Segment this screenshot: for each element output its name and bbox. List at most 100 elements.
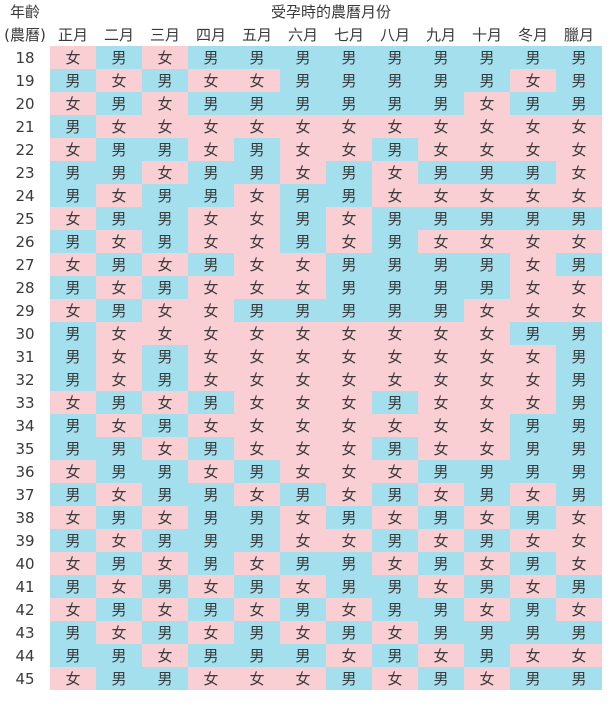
cell-boy: 男 xyxy=(142,483,188,506)
cell-boy: 男 xyxy=(50,529,96,552)
cell-boy: 男 xyxy=(96,460,142,483)
cell-girl: 女 xyxy=(556,115,602,138)
cell-girl: 女 xyxy=(326,207,372,230)
cell-boy: 男 xyxy=(234,138,280,161)
cell-girl: 女 xyxy=(556,230,602,253)
cell-girl: 女 xyxy=(188,667,234,690)
cell-boy: 男 xyxy=(96,207,142,230)
cell-boy: 男 xyxy=(556,207,602,230)
cell-girl: 女 xyxy=(556,161,602,184)
cell-boy: 男 xyxy=(556,437,602,460)
cell-boy: 男 xyxy=(556,621,602,644)
cell-girl: 女 xyxy=(234,230,280,253)
age-label: 41 xyxy=(0,575,50,598)
cell-girl: 女 xyxy=(326,230,372,253)
cell-boy: 男 xyxy=(142,414,188,437)
cell-girl: 女 xyxy=(510,276,556,299)
cell-boy: 男 xyxy=(556,92,602,115)
age-label: 42 xyxy=(0,598,50,621)
cell-boy: 男 xyxy=(142,207,188,230)
cell-girl: 女 xyxy=(234,253,280,276)
cell-girl: 女 xyxy=(418,414,464,437)
cell-girl: 女 xyxy=(50,253,96,276)
cell-boy: 男 xyxy=(418,207,464,230)
cell-boy: 男 xyxy=(234,46,280,69)
cell-boy: 男 xyxy=(142,460,188,483)
month-header: 二月 xyxy=(96,23,142,45)
age-label: 27 xyxy=(0,253,50,276)
cell-boy: 男 xyxy=(372,598,418,621)
cell-boy: 男 xyxy=(142,230,188,253)
cell-boy: 男 xyxy=(372,253,418,276)
age-label: 24 xyxy=(0,184,50,207)
cell-boy: 男 xyxy=(556,322,602,345)
cell-girl: 女 xyxy=(418,115,464,138)
cell-girl: 女 xyxy=(464,414,510,437)
chart-title: 受孕時的農曆月份 xyxy=(50,0,612,23)
cell-girl: 女 xyxy=(326,138,372,161)
cell-boy: 男 xyxy=(326,184,372,207)
cell-girl: 女 xyxy=(372,115,418,138)
month-header: 三月 xyxy=(142,23,188,45)
age-label: 44 xyxy=(0,644,50,667)
cell-girl: 女 xyxy=(510,483,556,506)
cell-boy: 男 xyxy=(556,575,602,598)
cell-boy: 男 xyxy=(50,230,96,253)
cell-girl: 女 xyxy=(280,253,326,276)
cell-boy: 男 xyxy=(234,644,280,667)
cell-girl: 女 xyxy=(464,299,510,322)
cell-boy: 男 xyxy=(372,207,418,230)
cell-girl: 女 xyxy=(188,207,234,230)
cell-boy: 男 xyxy=(96,552,142,575)
cell-girl: 女 xyxy=(234,207,280,230)
cell-girl: 女 xyxy=(280,460,326,483)
cell-boy: 男 xyxy=(142,276,188,299)
cell-girl: 女 xyxy=(556,299,602,322)
cell-boy: 男 xyxy=(372,69,418,92)
cell-girl: 女 xyxy=(464,322,510,345)
cell-girl: 女 xyxy=(510,391,556,414)
cell-girl: 女 xyxy=(234,184,280,207)
cell-girl: 女 xyxy=(188,138,234,161)
cell-girl: 女 xyxy=(234,368,280,391)
cell-boy: 男 xyxy=(372,230,418,253)
cell-boy: 男 xyxy=(510,552,556,575)
age-label: 25 xyxy=(0,207,50,230)
month-header: 九月 xyxy=(418,23,464,45)
cell-girl: 女 xyxy=(464,368,510,391)
cell-boy: 男 xyxy=(556,667,602,690)
cell-girl: 女 xyxy=(50,207,96,230)
cell-girl: 女 xyxy=(188,621,234,644)
cell-boy: 男 xyxy=(50,322,96,345)
cell-girl: 女 xyxy=(510,299,556,322)
age-header: 年齡 xyxy=(0,0,50,23)
cell-boy: 男 xyxy=(188,598,234,621)
cell-boy: 男 xyxy=(234,92,280,115)
cell-girl: 女 xyxy=(142,391,188,414)
cell-boy: 男 xyxy=(50,483,96,506)
cell-boy: 男 xyxy=(556,46,602,69)
cell-boy: 男 xyxy=(234,299,280,322)
cell-girl: 女 xyxy=(142,598,188,621)
age-label: 36 xyxy=(0,460,50,483)
cell-girl: 女 xyxy=(142,115,188,138)
cell-girl: 女 xyxy=(50,667,96,690)
cell-boy: 男 xyxy=(188,184,234,207)
cell-girl: 女 xyxy=(50,460,96,483)
cell-girl: 女 xyxy=(372,184,418,207)
cell-girl: 女 xyxy=(556,529,602,552)
cell-girl: 女 xyxy=(464,345,510,368)
cell-girl: 女 xyxy=(464,115,510,138)
cell-girl: 女 xyxy=(142,506,188,529)
cell-girl: 女 xyxy=(418,345,464,368)
cell-boy: 男 xyxy=(510,460,556,483)
cell-boy: 男 xyxy=(280,184,326,207)
cell-boy: 男 xyxy=(464,276,510,299)
cell-boy: 男 xyxy=(188,506,234,529)
cell-girl: 女 xyxy=(234,598,280,621)
cell-boy: 男 xyxy=(464,207,510,230)
cell-girl: 女 xyxy=(280,575,326,598)
cell-boy: 男 xyxy=(556,253,602,276)
cell-boy: 男 xyxy=(418,46,464,69)
cell-boy: 男 xyxy=(50,644,96,667)
